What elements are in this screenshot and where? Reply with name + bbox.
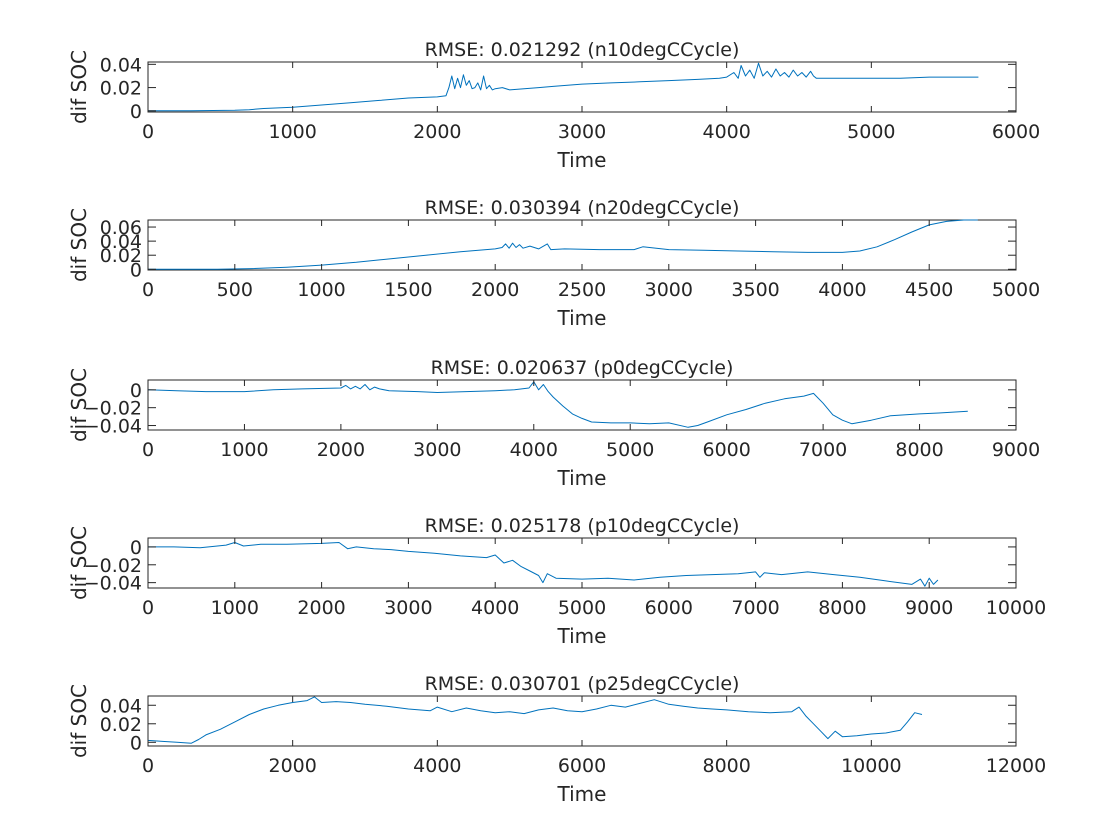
x-tick-label: 3000 — [645, 279, 693, 301]
subplot-title: RMSE: 0.030701 (p25degCCycle) — [425, 673, 740, 695]
x-tick-label: 10000 — [986, 597, 1046, 619]
y-tick-label: −0.02 — [84, 555, 142, 577]
y-tick-label: 0 — [130, 101, 142, 123]
x-tick-label: 1000 — [297, 279, 345, 301]
x-tick-label: 0 — [142, 439, 154, 461]
x-tick-label: 1000 — [220, 439, 268, 461]
x-axis-label: Time — [557, 624, 607, 648]
y-tick-label: −0.02 — [84, 398, 142, 420]
subplot-5: 0 2000 4000 6000 8000 10000 12000 00.020.04 RMSE… — [67, 673, 1046, 806]
x-tick-label: 3000 — [413, 439, 461, 461]
series-line — [148, 62, 979, 112]
y-tick-label: 0 — [130, 537, 142, 559]
x-tick-label: 3000 — [558, 121, 606, 143]
y-axis-label: dif SOC — [67, 208, 91, 282]
x-tick-label: 9000 — [992, 439, 1040, 461]
axes-box — [147, 537, 1017, 589]
x-tick-label: 4000 — [510, 439, 558, 461]
x-tick-label: 0 — [142, 121, 154, 143]
y-axis-label: dif SOC — [67, 368, 91, 442]
subplot-3: 0 1000 2000 3000 4000 5000 6000 7000 8000 9000 −0.… — [67, 357, 1040, 490]
subplot-title: RMSE: 0.030394 (n20degCCycle) — [425, 197, 740, 219]
subplot-2: 0 500 1000 1500 2000 2500 3000 3500 4000 4500 5000… — [67, 197, 1040, 330]
axes-box — [147, 61, 1017, 113]
y-tick-label: −0.04 — [84, 416, 142, 438]
x-tick-label: 6000 — [645, 597, 693, 619]
series-line — [148, 542, 939, 587]
axes-box — [147, 695, 1017, 747]
y-tick-label: −0.04 — [84, 573, 142, 595]
y-axis-label: dif SOC — [67, 684, 91, 758]
y-tick-label: 0.06 — [100, 217, 142, 239]
series-line — [148, 219, 978, 270]
x-tick-label: 5000 — [606, 439, 654, 461]
x-tick-label: 3500 — [731, 279, 779, 301]
y-tick-label: 0.02 — [100, 78, 142, 100]
x-axis-label: Time — [557, 306, 607, 330]
y-axis-label: dif SOC — [67, 50, 91, 124]
y-tick-label: 0.04 — [100, 695, 142, 717]
x-tick-label: 4500 — [905, 279, 953, 301]
x-tick-label: 6000 — [558, 755, 606, 777]
axes-box — [147, 219, 1017, 271]
y-tick-label: 0 — [130, 732, 142, 754]
y-tick-label: 0.02 — [100, 714, 142, 736]
y-tick-label: 0 — [130, 259, 142, 281]
y-tick-label: 0.02 — [100, 245, 142, 267]
x-tick-label: 4000 — [818, 279, 866, 301]
x-tick-label: 0 — [142, 755, 154, 777]
x-axis-label: Time — [557, 466, 607, 490]
x-tick-label: 10000 — [841, 755, 901, 777]
x-tick-label: 4000 — [471, 597, 519, 619]
x-tick-label: 6000 — [992, 121, 1040, 143]
y-tick-label: 0 — [130, 380, 142, 402]
subplot-title: RMSE: 0.025178 (p10degCCycle) — [425, 515, 740, 537]
x-tick-label: 1500 — [384, 279, 432, 301]
x-tick-label: 2000 — [317, 439, 365, 461]
x-tick-label: 12000 — [986, 755, 1046, 777]
x-tick-label: 5000 — [992, 279, 1040, 301]
x-tick-label: 8000 — [895, 439, 943, 461]
x-tick-label: 0 — [142, 279, 154, 301]
subplot-title: RMSE: 0.020637 (p0degCCycle) — [431, 357, 734, 379]
x-tick-label: 8000 — [818, 597, 866, 619]
y-axis-label: dif SOC — [67, 526, 91, 600]
x-tick-label: 9000 — [905, 597, 953, 619]
x-tick-label: 5000 — [558, 597, 606, 619]
subplot-title: RMSE: 0.021292 (n10degCCycle) — [425, 39, 740, 61]
x-tick-label: 7000 — [731, 597, 779, 619]
x-tick-label: 0 — [142, 597, 154, 619]
x-tick-label: 4000 — [702, 121, 750, 143]
x-tick-label: 500 — [217, 279, 253, 301]
x-tick-label: 1000 — [268, 121, 316, 143]
x-tick-label: 2000 — [268, 755, 316, 777]
x-tick-label: 4000 — [413, 755, 461, 777]
series-line — [147, 696, 923, 744]
x-tick-label: 3000 — [384, 597, 432, 619]
axes-box — [147, 379, 1017, 431]
subplot-4: 0 1000 2000 3000 4000 5000 6000 7000 8000 9000 100… — [67, 515, 1046, 648]
y-tick-label: 0.04 — [100, 231, 142, 253]
subplot-1: 0 1000 2000 3000 4000 5000 6000 00.020.04 RMSE: … — [67, 39, 1040, 172]
x-tick-label: 2000 — [471, 279, 519, 301]
x-tick-label: 8000 — [702, 755, 750, 777]
x-tick-label: 1000 — [211, 597, 259, 619]
x-tick-label: 7000 — [799, 439, 847, 461]
x-tick-label: 2000 — [297, 597, 345, 619]
x-tick-label: 5000 — [847, 121, 895, 143]
x-axis-label: Time — [557, 148, 607, 172]
y-tick-label: 0.04 — [100, 54, 142, 76]
x-tick-label: 2000 — [413, 121, 461, 143]
x-tick-label: 2500 — [558, 279, 606, 301]
x-tick-label: 6000 — [702, 439, 750, 461]
series-line — [147, 381, 968, 428]
x-axis-label: Time — [557, 782, 607, 806]
